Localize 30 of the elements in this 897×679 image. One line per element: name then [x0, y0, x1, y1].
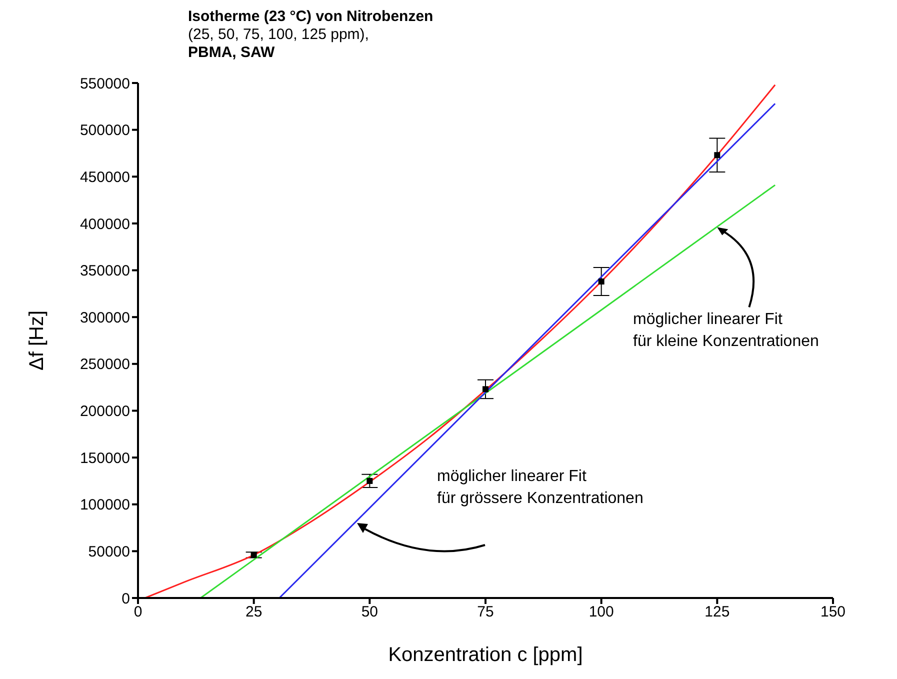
x-tick-label: 25 — [245, 604, 262, 621]
point — [482, 386, 488, 392]
y-tick-label: 150000 — [80, 450, 130, 467]
y-tick-label: 350000 — [80, 262, 130, 280]
point — [714, 152, 720, 158]
x-tick-label: 125 — [704, 604, 730, 621]
point — [366, 478, 373, 484]
y-tick-label: 250000 — [80, 356, 130, 374]
x-tick-label: 75 — [477, 604, 494, 621]
annotation: möglicher linearer Fit für grössere Konzentrationen — [437, 468, 644, 507]
y-tick-label: 550000 — [80, 75, 130, 92]
y-tick-label: 0 — [122, 590, 130, 608]
y-tick-label: 500000 — [80, 122, 130, 140]
y-tick-label: 200000 — [80, 403, 130, 420]
point — [598, 278, 604, 285]
y-tick-label: 50000 — [88, 544, 130, 561]
annotation: möglicher linearer Fit für kleine Konzentrationen — [633, 311, 819, 350]
y-tick-label: 300000 — [80, 309, 130, 326]
chart-title: Isotherme (23 °C) von Nitrobenzen — [188, 8, 434, 26]
x-tick-label: 150 — [820, 604, 846, 621]
point — [250, 552, 257, 558]
x-tick-label: 100 — [588, 604, 614, 621]
y-axis-title: Δf [Hz] — [26, 310, 48, 371]
x-tick-label: 0 — [134, 604, 142, 621]
y-tick-label: 400000 — [80, 216, 130, 233]
y-tick-label: 100000 — [80, 496, 130, 514]
x-axis-title: Konzentration c [ppm] — [388, 644, 583, 666]
x-tick-label: 50 — [361, 604, 378, 621]
y-tick-label: 450000 — [80, 168, 130, 186]
chart-subtitle: (25, 50, 75, 100, 125 ppm), PBMA, SAW — [188, 26, 370, 62]
